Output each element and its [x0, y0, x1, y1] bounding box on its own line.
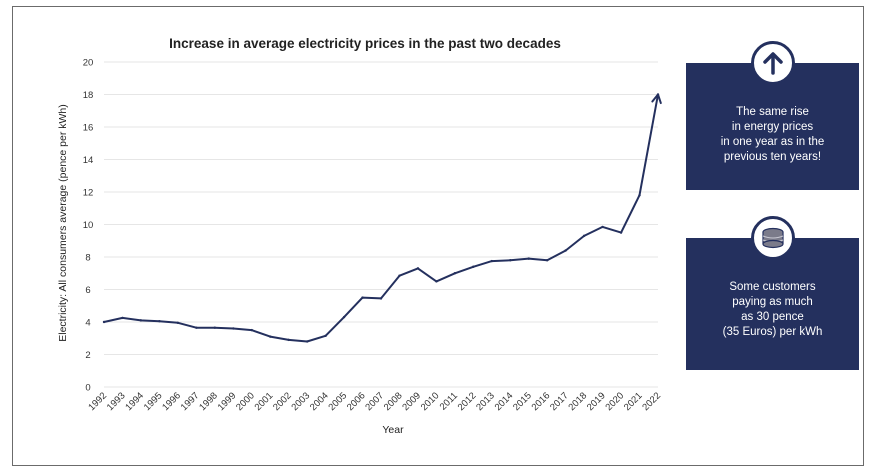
x-tick-label: 1995: [142, 390, 165, 413]
data-point: [619, 231, 623, 234]
data-point: [582, 234, 586, 238]
x-tick-label: 2000: [234, 390, 257, 413]
x-tick-label: 2014: [493, 390, 516, 413]
data-point: [527, 257, 530, 260]
x-tick-label: 2009: [400, 390, 423, 413]
data-point: [546, 259, 549, 262]
data-point: [342, 315, 346, 319]
data-point: [472, 265, 475, 268]
x-tick-label: 1999: [216, 390, 239, 413]
x-tick-label: 2006: [345, 390, 368, 413]
y-tick-label: 2: [85, 350, 90, 361]
data-point: [398, 274, 401, 277]
info-box-price-rise: The same rise in energy prices in one ye…: [686, 41, 859, 190]
y-tick-label: 12: [83, 188, 94, 199]
x-tick-label: 2004: [308, 390, 331, 413]
data-point: [453, 272, 457, 275]
coin-stack-icon: [750, 216, 795, 260]
data-point: [158, 319, 161, 323]
y-tick-label: 14: [83, 155, 94, 166]
y-tick-label: 8: [85, 253, 90, 264]
x-tick-label: 1993: [105, 390, 128, 413]
x-axis-label: Year: [382, 424, 404, 436]
y-tick-label: 4: [85, 318, 90, 329]
x-tick-label: 2015: [511, 390, 534, 413]
data-point: [232, 327, 235, 330]
y-tick-label: 0: [85, 383, 90, 394]
data-point: [250, 328, 253, 332]
x-tick-label: 2016: [530, 390, 553, 413]
x-tick-label: 2013: [474, 390, 497, 413]
data-point: [269, 335, 272, 338]
x-tick-label: 2022: [640, 390, 663, 413]
data-point: [490, 259, 493, 263]
y-axis-ticks: 0 2 4 6 8 10 12 14 16 18 20: [83, 58, 94, 394]
info-box-customer-price: Some customers paying as much as 30 penc…: [686, 216, 859, 370]
data-point: [102, 320, 106, 324]
x-tick-label: 2002: [271, 390, 294, 413]
x-tick-label: 2008: [382, 390, 405, 413]
data-point: [305, 340, 309, 343]
data-point: [213, 326, 216, 329]
y-tick-label: 6: [85, 285, 90, 296]
x-tick-label: 2021: [622, 390, 645, 413]
x-tick-label: 2017: [548, 390, 571, 413]
x-tick-label: 2010: [419, 390, 442, 413]
line-chart: Increase in average electricity prices i…: [57, 36, 663, 436]
data-point: [564, 249, 567, 252]
series-layer: [102, 93, 662, 343]
x-tick-label: 2020: [603, 390, 626, 413]
x-tick-label: 2003: [290, 390, 313, 413]
data-point: [416, 267, 420, 270]
gridlines: [104, 61, 658, 388]
y-axis-label: Electricity: All consumers average (penc…: [57, 104, 69, 342]
y-tick-label: 16: [83, 123, 94, 134]
data-point: [195, 326, 198, 329]
x-tick-label: 2005: [326, 390, 349, 413]
x-tick-label: 2012: [456, 390, 479, 413]
data-point: [324, 334, 327, 338]
data-point: [379, 297, 383, 300]
data-point: [176, 321, 180, 325]
info-box-text: The same rise in energy prices in one ye…: [720, 106, 825, 163]
x-tick-label: 2011: [438, 390, 460, 412]
up-arrow-icon: [750, 41, 795, 85]
data-point: [139, 319, 143, 322]
x-tick-label: 1998: [197, 390, 220, 413]
x-axis-ticks: 1992199319941995199619971998199920002001…: [86, 390, 663, 413]
x-tick-label: 2018: [567, 390, 590, 413]
x-tick-label: 2007: [363, 390, 386, 413]
chart-title: Increase in average electricity prices i…: [169, 36, 561, 51]
info-box-text: Some customers paying as much as 30 penc…: [722, 281, 823, 338]
data-point: [638, 194, 641, 197]
x-tick-label: 2019: [585, 390, 608, 413]
series-line: [103, 94, 659, 343]
y-tick-label: 20: [83, 58, 94, 69]
x-tick-label: 2001: [253, 390, 276, 413]
x-tick-label: 1997: [179, 390, 202, 413]
y-tick-label: 10: [83, 220, 94, 231]
data-point: [361, 296, 364, 299]
x-tick-label: 1994: [123, 390, 146, 413]
x-tick-label: 1996: [160, 390, 183, 413]
y-tick-label: 18: [83, 90, 94, 101]
data-point: [601, 225, 604, 229]
data-point: [121, 316, 124, 320]
data-point: [287, 338, 290, 342]
data-point: [509, 259, 512, 262]
data-point: [435, 280, 438, 283]
line-end-arrow: [651, 93, 662, 105]
x-tick-label: 1992: [86, 390, 109, 413]
